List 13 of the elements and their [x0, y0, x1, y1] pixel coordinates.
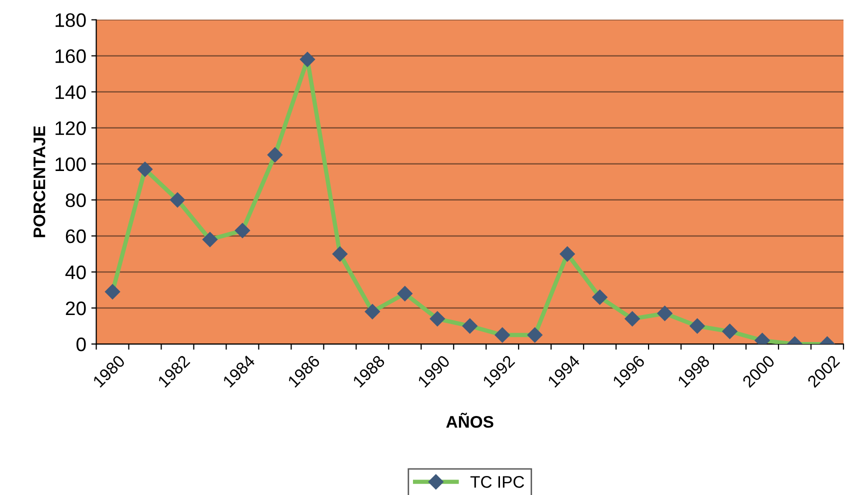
- y-tick-label: 140: [56, 85, 86, 100]
- y-tick-label: 120: [56, 121, 86, 136]
- y-tick-label: 100: [56, 157, 86, 172]
- y-tick-label: 0: [76, 337, 86, 352]
- y-axis-title: PORCENTAJE: [33, 126, 46, 238]
- y-tick-label: 20: [66, 301, 86, 316]
- y-tick-label: 40: [65, 265, 86, 280]
- y-tick-label: 180: [56, 13, 86, 28]
- x-axis-title: AÑOS: [446, 412, 494, 428]
- y-tick-label: 160: [56, 49, 86, 64]
- y-tick-label: 60: [66, 229, 86, 244]
- y-tick-label: 80: [66, 193, 86, 208]
- legend-label: TC IPC: [470, 476, 524, 488]
